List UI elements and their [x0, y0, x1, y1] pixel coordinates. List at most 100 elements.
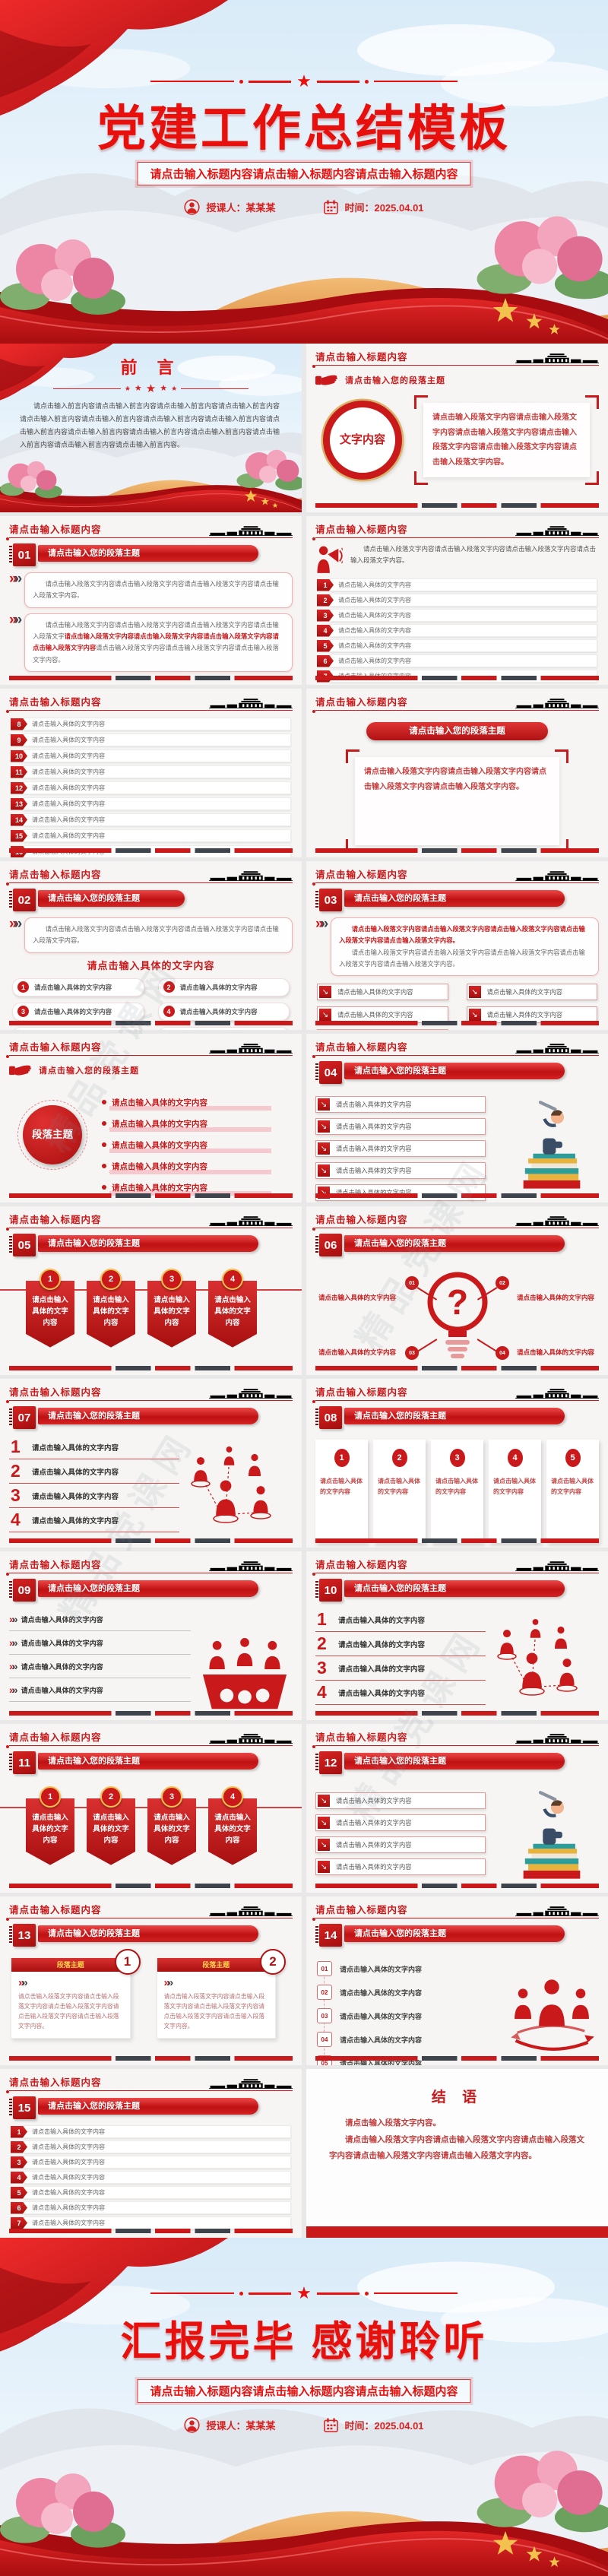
item-text: 请点击输入具体的文字内容: [336, 1145, 412, 1152]
chevron-line-item: »» 请点击输入具体的文字内容: [9, 1608, 191, 1631]
section-subheading: 请点击输入具体的文字内容: [87, 959, 215, 971]
chevron-icon: »»: [163, 1976, 174, 1989]
item-text: 请点击输入具体的文字内容: [32, 1444, 119, 1453]
announcer-icon: [315, 543, 343, 574]
item-text: 请点击输入具体的文字内容: [24, 718, 291, 730]
topic-banner-text: 请点击输入您的段落主题: [344, 1235, 565, 1252]
item-number-badge: 5: [317, 639, 334, 652]
numbered-line-item: 3 请点击输入具体的文字内容: [315, 1656, 486, 1681]
item-number: 4: [317, 1682, 327, 1702]
item-text: 请点击输入具体的文字内容: [24, 2125, 291, 2138]
user-circle-icon: [184, 2417, 200, 2433]
item-number-badge: 14: [11, 813, 27, 826]
item-text: 请点击输入具体的文字内容: [34, 1007, 112, 1016]
item-text: 请点击输入具体的文字内容: [24, 781, 291, 794]
slide-header: 请点击输入标题内容: [6, 867, 293, 886]
card-paragraph: 请点击输入段落文字内容请点击输入段落文字内容请点击输入段落文字内容请点击输入段落…: [18, 1993, 119, 2029]
topic-banner-text: 请点击输入您的段落主题: [38, 545, 259, 562]
slide-thumbnail-13: 请点击输入标题内容 13 请点击输入您的段落主题 段落主题 1 »» 请点击输入段…: [0, 1896, 302, 2065]
section-number: 07: [9, 1406, 36, 1429]
section-number: 13: [9, 1924, 36, 1947]
topic-banner-text: 请点击输入您的段落主题: [38, 1580, 259, 1597]
slide-thumbnail-06: 请点击输入标题内容 06 请点击输入您的段落主题 01 02 03 04 请点击输…: [306, 1206, 608, 1375]
slide-header-title: 请点击输入标题内容: [315, 1042, 408, 1053]
topic-banner: 03 请点击输入您的段落主题: [315, 889, 565, 911]
slide-thumbnail-10: 请点击输入标题内容 10 请点击输入您的段落主题 1 请点击输入具体的文字内容 2…: [306, 1551, 608, 1720]
slide-header-title: 请点击输入标题内容: [9, 1215, 102, 1225]
item-text: 请点击输入具体的文字内容: [21, 1687, 103, 1694]
chevron-icon: »»: [9, 1684, 17, 1697]
item-number-badge: 01: [405, 1276, 419, 1290]
item-number-badge: 3: [449, 1449, 465, 1467]
numbered-list-item: 11 请点击输入具体的文字内容: [11, 765, 291, 778]
corner-bracket: [414, 395, 428, 409]
slide-header-title: 请点击输入标题内容: [9, 1387, 102, 1398]
pennant-item: 3 请点击输入具体的文字内容: [147, 1786, 196, 1865]
numbered-card: 3 请点击输入具体的文字内容: [431, 1440, 483, 1543]
item-number-badge: 2: [100, 1786, 122, 1808]
item-text: 请点击输入具体的文字内容: [32, 1493, 119, 1501]
item-text: 请点击输入具体的文字内容: [147, 1281, 196, 1348]
item-number-badge: 3: [17, 1006, 29, 1018]
date-item: 时间：2025.04.01: [324, 2418, 424, 2432]
numbered-pill-item: 5 请点击输入具体的文字内容: [12, 1026, 144, 1030]
card-number-badge: 2: [260, 1949, 286, 1975]
slide-header: 请点击输入标题内容: [312, 1557, 599, 1576]
item-text: 请点击输入具体的文字内容: [330, 578, 597, 591]
item-text: 请点击输入具体的文字内容: [330, 624, 597, 637]
footer-stripes: [315, 2056, 599, 2061]
paragraph-topic-text: 请点击输入您的段落主题: [39, 1066, 139, 1076]
item-number-badge: 4: [222, 1269, 243, 1290]
item-text: 请点击输入具体的文字内容: [336, 1819, 412, 1827]
star-icon: ★: [171, 385, 178, 392]
footer-stripes: [9, 1538, 293, 1543]
footer-stripes: [315, 1711, 599, 1716]
item-text: 请点击输入具体的文字内容: [24, 2156, 291, 2169]
building-icon: [515, 526, 599, 536]
topic-banner: 06 请点击输入您的段落主题: [315, 1234, 565, 1256]
topic-banner: 01 请点击输入您的段落主题: [9, 543, 259, 566]
item-text: 请点击输入具体的文字内容: [147, 1798, 196, 1865]
item-text: 请点击输入具体的文字内容: [336, 1167, 412, 1174]
item-text: 请点击输入具体的文字内容: [336, 1841, 412, 1849]
topic-banner: 07 请点击输入您的段落主题: [9, 1406, 259, 1429]
numbered-pill-item: 2 请点击输入具体的文字内容: [157, 977, 290, 996]
numbered-pill-item: 3 请点击输入具体的文字内容: [12, 1002, 144, 1021]
arrow-icon: ↘: [319, 986, 331, 999]
people-network-illustration: [497, 1618, 596, 1720]
star-ornament: ★: [0, 2285, 608, 2302]
item-text: 请点击输入具体的文字内容: [336, 1863, 412, 1871]
bullet-item: 请点击输入具体的文字内容: [102, 1118, 293, 1132]
ornament-line: [150, 81, 235, 82]
item-text: 请点击输入具体的文字内容: [32, 1517, 119, 1526]
numbered-list-item: 1 请点击输入具体的文字内容: [11, 2125, 291, 2138]
numbered-list-item: 5 请点击输入具体的文字内容: [11, 2186, 291, 2199]
numbered-list-item: 3 请点击输入具体的文字内容: [11, 2156, 291, 2169]
footer-stripes: [9, 848, 293, 853]
ornament-dot: [364, 2291, 369, 2296]
section-number: 03: [315, 889, 342, 911]
item-number-badge: 2: [317, 594, 334, 607]
numbered-list-item: 15 请点击输入具体的文字内容: [11, 829, 291, 842]
pointing-hand-icon: [315, 372, 338, 388]
topic-banner: 04 请点击输入您的段落主题: [315, 1061, 565, 1084]
slide-header: 请点击输入标题内容: [6, 1902, 293, 1921]
lightbulb-diagram: 01 02 03 04 请点击输入具体的文字内容 请点击输入具体的文字内容 请点…: [315, 1263, 599, 1375]
section-number: 12: [315, 1751, 342, 1774]
topic-banner: 02 请点击输入您的段落主题: [9, 889, 185, 911]
item-number-badge: 04: [317, 2032, 332, 2047]
item-number-badge: 2: [11, 2140, 27, 2153]
item-text: 请点击输入具体的文字内容: [208, 1281, 257, 1348]
section-number: 04: [315, 1061, 342, 1084]
building-icon: [515, 1044, 599, 1054]
item-text: 请点击输入具体的文字内容: [435, 1478, 478, 1496]
ornament-line: [249, 2292, 292, 2295]
numbered-pill-item: 4 请点击输入具体的文字内容: [157, 1002, 290, 1021]
closing-slide: ★ 汇报完毕 感谢聆听 请点击输入标题内容请点击输入标题内容请点击输入标题内容 …: [0, 2238, 608, 2576]
item-number-badge: 3: [161, 1269, 182, 1290]
item-number: 2: [11, 1461, 21, 1481]
topic-banner-text: 请点击输入您的段落主题: [344, 890, 565, 907]
topic-banner: 08 请点击输入您的段落主题: [315, 1406, 565, 1429]
building-icon: [209, 1216, 293, 1226]
paragraph-topic-circle: 段落主题: [17, 1100, 87, 1170]
